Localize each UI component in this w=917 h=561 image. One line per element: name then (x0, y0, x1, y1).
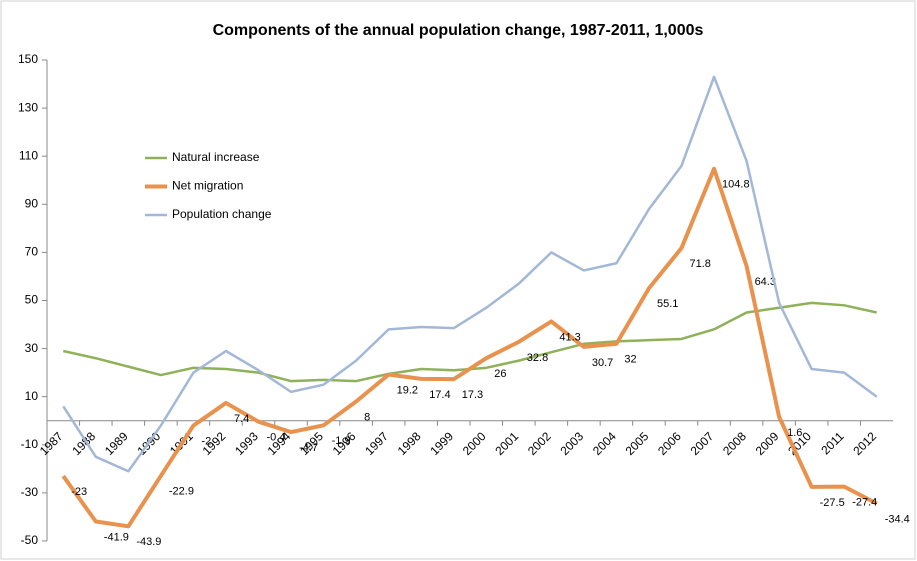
data-label: -27.5 (820, 497, 845, 509)
data-label: 7.4 (234, 413, 249, 425)
legend-label: Population change (172, 207, 272, 221)
data-label: 17.4 (429, 389, 450, 401)
legend-label: Net migration (172, 179, 243, 193)
series-line (62, 75, 878, 473)
data-label: 41.3 (559, 331, 580, 343)
data-label: 104.8 (722, 179, 750, 191)
data-label: -41.9 (104, 531, 129, 543)
y-tick-label: 70 (25, 245, 39, 259)
data-label: 71.8 (690, 258, 711, 270)
y-tick-label: 10 (25, 389, 39, 403)
data-label: -0.4 (267, 432, 286, 444)
data-label: 55.1 (657, 298, 678, 310)
y-tick-label: 30 (25, 341, 39, 355)
data-label: -4.7 (299, 442, 318, 454)
data-label: -2 (201, 435, 211, 447)
data-label: -23 (71, 486, 87, 498)
data-label: 19.2 (397, 384, 418, 396)
y-tick-label: 130 (18, 100, 38, 114)
data-label: 32.8 (527, 352, 548, 364)
data-label: 8 (364, 411, 370, 423)
y-tick-label: 150 (18, 52, 38, 66)
data-label: 17.3 (462, 389, 483, 401)
series-line (61, 166, 878, 529)
legend-label: Natural increase (172, 150, 260, 164)
y-tick-label: -10 (21, 437, 39, 451)
data-label: -43.9 (136, 536, 161, 548)
data-label: -27.4 (852, 497, 877, 509)
data-label: -1.9 (332, 435, 351, 447)
chart-title: Components of the annual population chan… (213, 22, 704, 39)
y-tick-label: 50 (25, 293, 39, 307)
y-tick-label: 90 (25, 196, 39, 210)
y-tick-label: -30 (21, 485, 39, 499)
data-label: 30.7 (592, 357, 613, 369)
y-tick-label: -50 (21, 533, 39, 547)
data-label: -22.9 (169, 486, 194, 498)
data-label: 26 (494, 368, 506, 380)
data-label: -34.4 (885, 513, 910, 525)
data-label: 32 (624, 354, 636, 366)
data-label: 1.6 (787, 427, 802, 439)
y-tick-label: 110 (19, 148, 38, 162)
data-label: 64.3 (755, 276, 776, 288)
